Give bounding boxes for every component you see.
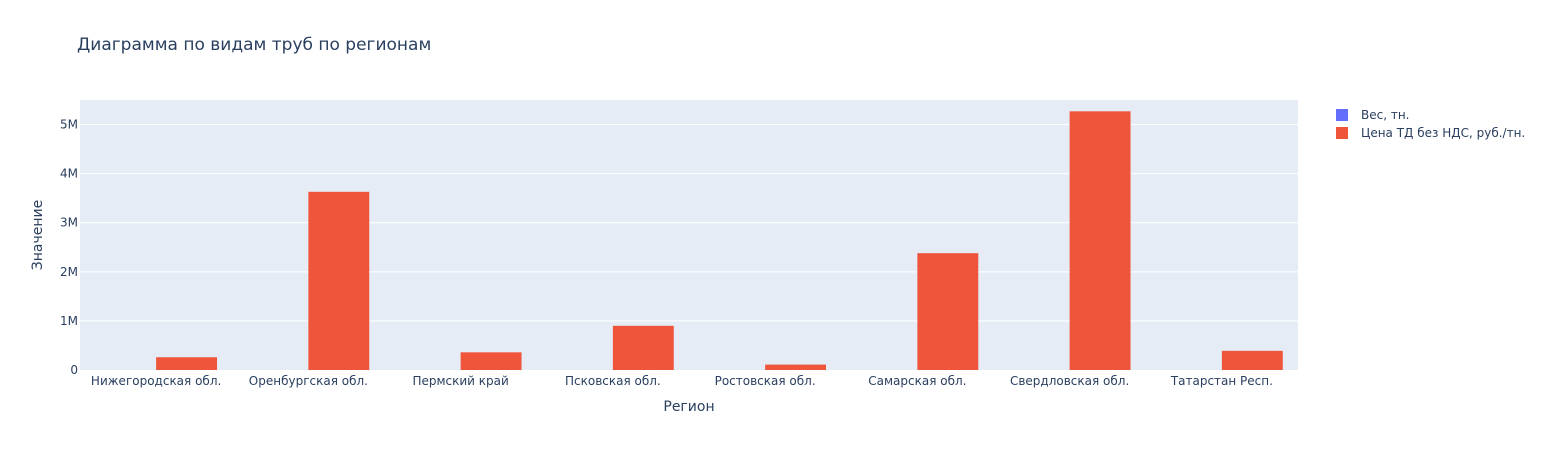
y-tick-label: 1M bbox=[60, 314, 78, 328]
bars bbox=[156, 111, 1283, 371]
bar-price[interactable] bbox=[1221, 350, 1283, 370]
bar-price[interactable] bbox=[612, 325, 674, 370]
x-tick-label: Свердловская обл. bbox=[1010, 374, 1129, 388]
legend-swatch bbox=[1336, 109, 1348, 121]
x-tick-label: Самарская обл. bbox=[868, 374, 966, 388]
bar-price[interactable] bbox=[917, 253, 979, 370]
legend-item[interactable]: Цена ТД без НДС, руб./тн. bbox=[1336, 126, 1525, 140]
y-tick-label: 4M bbox=[60, 167, 78, 181]
x-tick-label: Татарстан Респ. bbox=[1170, 374, 1273, 388]
y-axis-title: Значение bbox=[30, 200, 46, 270]
bar-price[interactable] bbox=[156, 357, 218, 370]
bar-price[interactable] bbox=[765, 364, 827, 370]
legend-label: Цена ТД без НДС, руб./тн. bbox=[1361, 126, 1525, 140]
x-tick-label: Пермский край bbox=[412, 374, 508, 388]
bar-price[interactable] bbox=[460, 352, 522, 370]
y-tick-label: 2M bbox=[60, 265, 78, 279]
y-tick-label: 5M bbox=[60, 118, 78, 132]
x-tick-label: Псковская обл. bbox=[565, 374, 661, 388]
x-axis-ticks: Нижегородская обл. Оренбургская обл. Пермс… bbox=[91, 374, 1273, 388]
y-tick-label: 3M bbox=[60, 216, 78, 230]
legend[interactable]: Вес, тн. Цена ТД без НДС, руб./тн. bbox=[1336, 108, 1525, 140]
x-tick-label: Нижегородская обл. bbox=[91, 374, 221, 388]
y-axis-ticks: 0 1M 2M 3M 4M 5M bbox=[60, 118, 78, 377]
y-tick-label: 0 bbox=[70, 363, 78, 377]
x-axis-title: Регион bbox=[663, 399, 714, 415]
x-tick-label: Ростовская обл. bbox=[715, 374, 816, 388]
chart-title: Диаграмма по видам труб по регионам bbox=[77, 35, 431, 55]
bar-price[interactable] bbox=[308, 191, 370, 370]
bar-price[interactable] bbox=[1069, 111, 1131, 371]
legend-item[interactable]: Вес, тн. bbox=[1336, 108, 1410, 122]
legend-label: Вес, тн. bbox=[1361, 108, 1410, 122]
legend-swatch bbox=[1336, 127, 1348, 139]
x-tick-label: Оренбургская обл. bbox=[249, 374, 368, 388]
